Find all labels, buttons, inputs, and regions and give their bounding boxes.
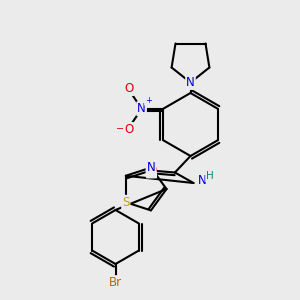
Text: H: H [206,171,214,182]
Text: N: N [137,102,146,115]
Text: O: O [124,123,133,136]
Text: N: N [147,161,155,174]
Text: N: N [198,173,207,187]
Text: O: O [124,82,133,95]
Text: −: − [116,124,124,134]
Text: N: N [186,76,195,89]
Text: +: + [145,96,152,105]
Text: Br: Br [109,276,122,289]
Text: O: O [147,164,156,178]
Text: S: S [122,196,130,209]
